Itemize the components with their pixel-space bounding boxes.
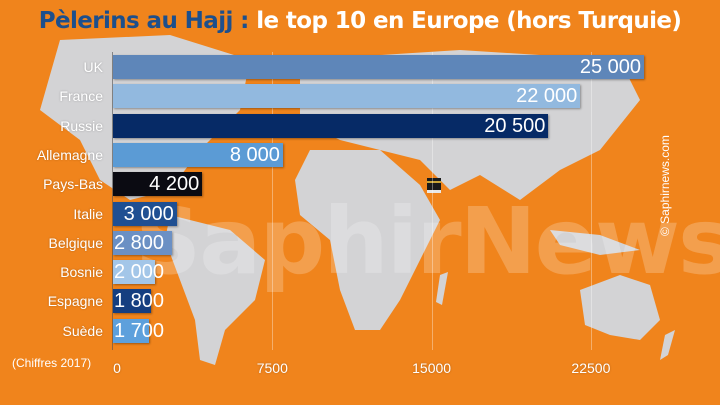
category-label: Belgique (48, 234, 104, 251)
x-tick-label: 7500 (256, 360, 288, 376)
bar-value-label: 4 200 (149, 173, 200, 196)
bar-row: Belgique 2 800 (0, 230, 720, 256)
category-label: UK (83, 59, 103, 75)
category-label: Suède (62, 322, 103, 339)
bar-row: Allemagne 8 000 (0, 142, 720, 168)
y-axis-line (112, 52, 113, 350)
bar (113, 142, 283, 167)
x-tick-label: 0 (113, 360, 121, 376)
category-label: Espagne (47, 293, 103, 310)
bar (113, 230, 173, 255)
kaaba-icon (427, 178, 441, 193)
category-label: France (59, 88, 103, 105)
bar-value-label: 25 000 (579, 56, 641, 78)
bar-value-label: 1 700 (114, 319, 165, 342)
bar (113, 55, 644, 79)
title-rest: le top 10 en Europe (hors Turquie) (248, 8, 682, 34)
category-label: Allemagne (36, 146, 103, 163)
bar-row: Pays-Bas 4 200 (0, 171, 720, 197)
gridline (272, 52, 274, 350)
category-label: Italie (73, 205, 103, 222)
bar-row: UK 25 000 (0, 54, 720, 80)
x-tick-label: 15000 (412, 360, 452, 376)
bar-row: France 22 000 (0, 83, 720, 109)
bar (113, 84, 581, 109)
bar-row: Suède 1 700 (0, 318, 720, 344)
bar-value-label: 1 800 (114, 290, 165, 313)
category-label: Russie (60, 117, 103, 134)
chart-title: Pèlerins au Hajj : le top 10 en Europe (… (0, 8, 720, 34)
category-label: Bosnie (60, 264, 103, 281)
bar-row: Russie 20 500 (0, 113, 720, 139)
bar-value-label: 3 000 (123, 202, 174, 225)
gridline (590, 52, 592, 350)
category-label: Pays-Bas (43, 176, 103, 193)
bar-value-label: 20 500 (484, 114, 546, 137)
bar (113, 172, 203, 197)
bar-row: Italie 3 000 (0, 201, 720, 227)
gridline (431, 52, 433, 350)
bar (113, 113, 549, 138)
title-highlight: Pèlerins au Hajj : (38, 8, 250, 34)
bar (113, 201, 177, 226)
bar (113, 318, 150, 343)
bar-row: Espagne 1 800 (0, 288, 720, 314)
bar-value-label: 8 000 (229, 143, 280, 166)
bar (113, 289, 152, 314)
bar-row: Bosnie 2 000 (0, 259, 720, 285)
bar-value-label: 2 800 (114, 231, 165, 254)
watermark: SaphirNews (135, 188, 720, 295)
bar-value-label: 2 000 (114, 261, 165, 284)
bar (113, 260, 156, 285)
bar-value-label: 22 000 (516, 85, 578, 108)
footnote: (Chiffres 2017) (12, 356, 92, 370)
x-tick-label: 22500 (571, 360, 611, 376)
